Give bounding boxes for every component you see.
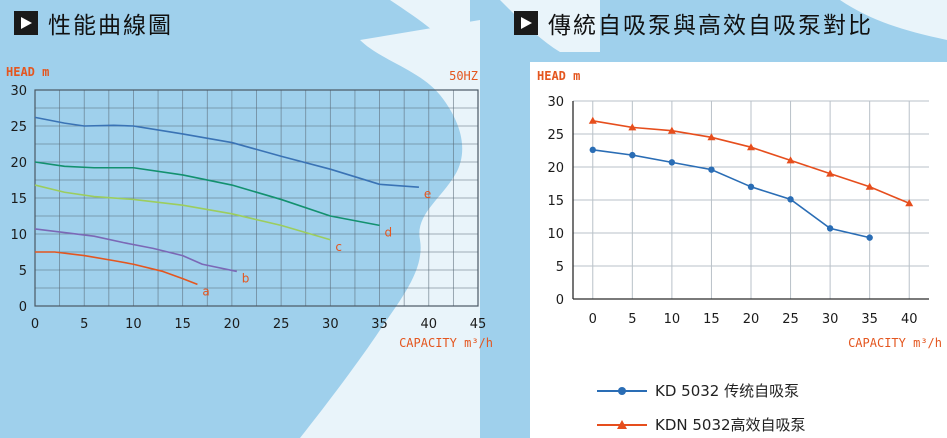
x-tick-label: 20 xyxy=(224,317,241,332)
frequency-note: 50HZ xyxy=(449,69,478,83)
y-tick-label: 20 xyxy=(547,161,564,176)
performance-curve-heading: 性能曲線圖 xyxy=(14,8,173,39)
data-point-kdn5032 xyxy=(707,133,716,141)
data-point-kdn5032 xyxy=(747,143,755,151)
legend-label-kd5032: KD 5032 传统自吸泵 xyxy=(655,382,800,400)
x-tick-label: 35 xyxy=(371,317,388,332)
series-line-kd5032 xyxy=(592,149,870,239)
legend-item-kdn5032: KDN 5032高效自吸泵 xyxy=(597,414,806,435)
x-tick-label: 25 xyxy=(782,312,799,327)
legend-label-kdn5032: KDN 5032高效自吸泵 xyxy=(655,416,806,434)
y-tick-label: 15 xyxy=(547,194,564,209)
data-point-kdn5032 xyxy=(786,156,795,164)
x-tick-label: 25 xyxy=(273,317,290,332)
play-icon xyxy=(514,11,538,35)
series-line-c xyxy=(34,184,331,241)
data-point-kdn5032 xyxy=(628,123,637,131)
comparison-panel xyxy=(530,62,947,438)
x-tick-label: 0 xyxy=(589,312,597,327)
performance-curve-title: 性能曲線圖 xyxy=(48,13,173,39)
y-tick-label: 25 xyxy=(547,128,564,143)
y-tick-label: 15 xyxy=(10,192,27,207)
data-point-kd5032 xyxy=(787,196,794,203)
series-line-e xyxy=(34,116,419,188)
x-tick-label: 45 xyxy=(470,317,487,332)
series-line-b xyxy=(34,228,237,273)
x-tick-label: 20 xyxy=(743,312,760,327)
x-tick-label: 0 xyxy=(31,317,39,332)
y-axis-label: HEAD m xyxy=(537,69,580,83)
performance-curve-chart: 0 5 10 15 20 25 30 0 5 10 15 20 25 30 35 40 45 HEAD m 50HZ… xyxy=(6,65,493,350)
data-point-kdn5032 xyxy=(826,169,835,177)
y-tick-label: 5 xyxy=(556,260,564,275)
y-tick-label: 5 xyxy=(19,264,27,279)
data-point-kdn5032 xyxy=(905,199,914,207)
x-tick-label: 5 xyxy=(628,312,636,327)
x-tick-label: 40 xyxy=(901,312,918,327)
data-point-kdn5032 xyxy=(865,182,874,190)
data-point-kdn5032 xyxy=(667,126,676,134)
comparison-title: 傳統自吸泵與高效自吸泵對比 xyxy=(548,13,873,39)
y-axis-label: HEAD m xyxy=(6,65,49,79)
data-point-kd5032 xyxy=(668,159,676,166)
x-axis-label: CAPACITY m³/h xyxy=(399,336,493,350)
comparison-heading: 傳統自吸泵與高效自吸泵對比 xyxy=(514,8,873,39)
series-label-e: e xyxy=(424,187,431,201)
series-label-b: b xyxy=(242,271,250,285)
x-tick-label: 10 xyxy=(664,312,681,327)
legend-item-kd5032: KD 5032 传统自吸泵 xyxy=(597,380,799,401)
data-point-kd5032 xyxy=(866,234,873,241)
data-point-kdn5032 xyxy=(588,116,597,124)
series-line-d xyxy=(34,161,380,227)
x-tick-label: 30 xyxy=(322,317,339,332)
x-axis-label: CAPACITY m³/h xyxy=(848,336,942,350)
legend-swatch-kdn5032 xyxy=(597,419,647,429)
x-tick-label: 15 xyxy=(703,312,720,327)
x-tick-label: 30 xyxy=(822,312,839,327)
x-tick-label: 5 xyxy=(80,317,88,332)
x-tick-label: 15 xyxy=(174,317,191,332)
y-tick-label: 30 xyxy=(547,95,564,110)
x-tick-label: 35 xyxy=(861,312,878,327)
y-tick-label: 0 xyxy=(556,293,564,308)
series-line-a xyxy=(35,251,198,286)
legend-swatch-kd5032 xyxy=(597,386,647,395)
y-tick-label: 10 xyxy=(10,228,27,243)
y-tick-label: 30 xyxy=(10,84,27,99)
data-point-kd5032 xyxy=(826,225,834,232)
series-label-a: a xyxy=(202,284,209,298)
x-tick-label: 40 xyxy=(421,317,438,332)
data-point-kd5032 xyxy=(589,146,596,154)
y-tick-label: 20 xyxy=(10,156,27,171)
y-tick-label: 0 xyxy=(19,300,27,315)
data-point-kd5032 xyxy=(629,151,636,159)
data-point-kd5032 xyxy=(708,166,715,173)
series-label-d: d xyxy=(385,225,393,239)
y-tick-label: 10 xyxy=(547,227,564,242)
play-icon xyxy=(14,11,38,35)
x-tick-label: 10 xyxy=(125,317,142,332)
data-point-kd5032 xyxy=(747,183,755,190)
series-label-c: c xyxy=(335,240,342,254)
y-tick-label: 25 xyxy=(10,120,27,135)
plot-frame xyxy=(34,89,479,307)
